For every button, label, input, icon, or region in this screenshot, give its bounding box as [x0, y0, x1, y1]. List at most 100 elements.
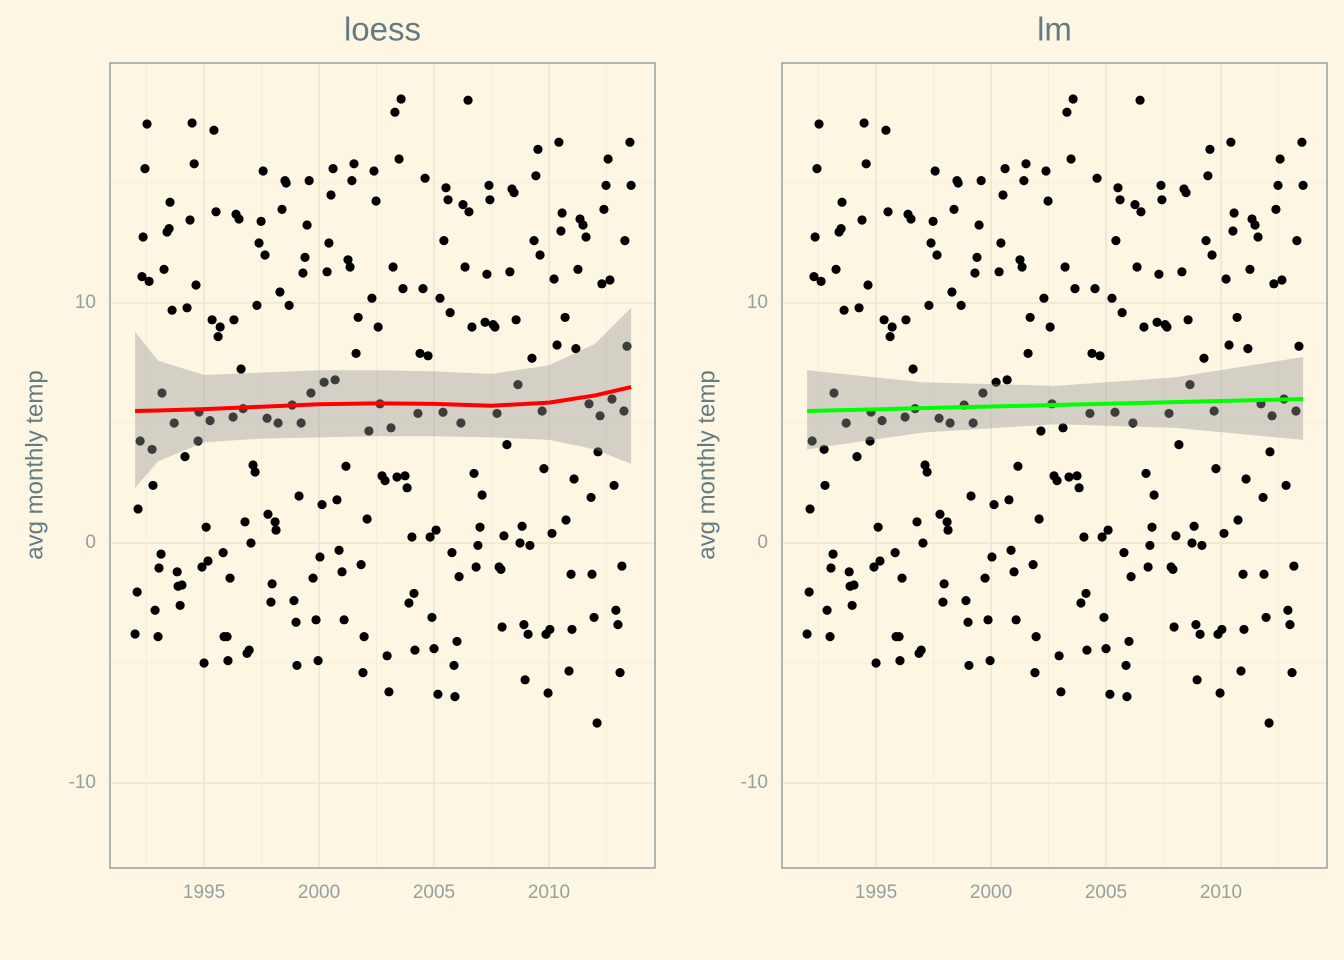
point	[819, 444, 829, 455]
point	[932, 250, 942, 260]
point	[597, 279, 607, 289]
y-tick-label: 0	[85, 532, 96, 553]
point	[1039, 293, 1049, 303]
point	[1189, 521, 1199, 531]
point	[207, 315, 217, 325]
x-tick-label: 2005	[413, 882, 455, 903]
point	[873, 522, 883, 532]
point	[539, 464, 549, 474]
point	[384, 687, 394, 697]
panel-title: lm	[1037, 11, 1072, 48]
point	[1031, 632, 1041, 642]
point	[996, 238, 1006, 248]
point	[1113, 183, 1123, 193]
y-tick-label: -10	[741, 772, 768, 793]
point	[409, 588, 419, 599]
point	[222, 632, 232, 642]
point	[172, 567, 182, 577]
point	[998, 190, 1008, 200]
point	[1064, 472, 1074, 482]
point	[471, 562, 481, 572]
point	[861, 159, 871, 169]
point	[847, 600, 857, 611]
point	[1006, 545, 1016, 555]
y-tick-label: 10	[747, 292, 768, 313]
point	[137, 272, 147, 282]
point	[961, 596, 971, 606]
point	[554, 137, 564, 147]
point	[380, 476, 390, 486]
point	[1215, 688, 1225, 698]
point	[857, 215, 867, 225]
point	[1187, 538, 1197, 548]
point	[165, 197, 175, 207]
point	[942, 517, 952, 527]
point	[246, 538, 256, 548]
point	[978, 388, 988, 398]
point	[953, 178, 963, 188]
point	[928, 216, 938, 227]
point	[1281, 480, 1291, 491]
point	[1297, 137, 1307, 147]
point	[1243, 344, 1253, 354]
point	[351, 348, 361, 359]
point	[427, 612, 437, 623]
point	[1017, 262, 1027, 272]
point	[1019, 176, 1029, 186]
point	[584, 399, 594, 409]
point	[828, 549, 838, 559]
point	[1294, 341, 1304, 351]
point	[358, 668, 368, 678]
point	[153, 632, 163, 642]
point	[560, 312, 570, 323]
point	[1110, 407, 1120, 417]
panel-title: loess	[344, 11, 421, 48]
point	[177, 580, 187, 590]
point	[420, 173, 430, 183]
point	[989, 500, 999, 510]
point	[820, 480, 830, 491]
point	[1023, 348, 1033, 359]
point	[938, 597, 948, 607]
point	[1292, 236, 1302, 246]
point	[592, 718, 602, 728]
point	[511, 315, 521, 325]
point	[812, 164, 822, 174]
point	[1217, 624, 1227, 635]
point	[1192, 675, 1202, 685]
point	[148, 480, 158, 491]
point	[477, 490, 487, 500]
point	[517, 521, 527, 531]
point	[467, 322, 477, 332]
point	[1101, 644, 1111, 654]
point	[844, 567, 854, 577]
point	[531, 171, 541, 181]
point	[1034, 514, 1044, 524]
confidence-band	[135, 307, 632, 488]
point	[991, 377, 1001, 387]
point	[916, 645, 926, 655]
point	[545, 624, 555, 635]
point	[1185, 380, 1195, 390]
point	[142, 119, 152, 129]
point	[1068, 94, 1078, 104]
point	[569, 474, 579, 484]
point	[519, 620, 529, 630]
point	[1162, 322, 1172, 332]
point	[895, 656, 905, 666]
point	[609, 480, 619, 491]
point	[431, 525, 441, 535]
point	[302, 220, 312, 230]
point	[458, 200, 468, 210]
panel-border	[109, 62, 656, 869]
point	[167, 305, 177, 315]
point	[1201, 236, 1211, 246]
point	[1277, 275, 1287, 285]
point	[441, 183, 451, 193]
point	[410, 645, 420, 655]
y-axis-label: avg monthly temp	[693, 370, 720, 559]
point	[429, 644, 439, 654]
point	[229, 315, 239, 325]
point	[875, 556, 885, 566]
point	[926, 238, 936, 248]
